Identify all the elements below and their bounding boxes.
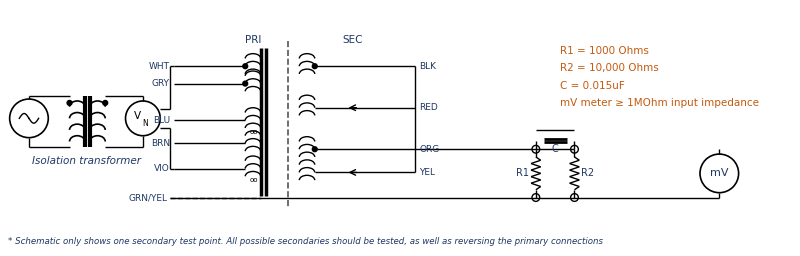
Text: C = 0.015uF: C = 0.015uF — [560, 81, 625, 91]
Text: mV: mV — [710, 168, 729, 178]
Text: N: N — [142, 119, 148, 128]
Text: Isolation transformer: Isolation transformer — [32, 156, 142, 166]
Text: oo: oo — [250, 129, 258, 135]
Text: GRN/YEL: GRN/YEL — [129, 193, 168, 202]
Text: ORG: ORG — [419, 145, 439, 154]
Text: V: V — [134, 111, 142, 121]
Text: C: C — [552, 144, 558, 154]
Text: BRN: BRN — [151, 139, 170, 148]
Text: PRI: PRI — [245, 35, 261, 45]
Text: oo: oo — [250, 177, 258, 183]
Circle shape — [243, 64, 248, 69]
Text: R1: R1 — [516, 168, 529, 178]
Text: * Schematic only shows one secondary test point. All possible secondaries should: * Schematic only shows one secondary tes… — [8, 237, 602, 247]
Text: SEC: SEC — [342, 35, 362, 45]
Circle shape — [103, 101, 108, 105]
Text: WHT: WHT — [149, 62, 170, 71]
Text: R2 = 10,000 Ohms: R2 = 10,000 Ohms — [560, 63, 658, 73]
Text: RED: RED — [419, 103, 438, 112]
Text: R1 = 1000 Ohms: R1 = 1000 Ohms — [560, 46, 649, 56]
Text: mV meter ≥ 1MOhm input impedance: mV meter ≥ 1MOhm input impedance — [560, 98, 759, 108]
Circle shape — [67, 101, 72, 105]
Circle shape — [312, 147, 317, 152]
Text: YEL: YEL — [419, 168, 435, 177]
Text: GRY: GRY — [152, 79, 170, 88]
Text: VIO: VIO — [154, 164, 170, 173]
Text: BLU: BLU — [153, 116, 170, 125]
Text: BLK: BLK — [419, 62, 436, 71]
Circle shape — [312, 64, 317, 69]
Circle shape — [243, 81, 248, 86]
Text: R2: R2 — [582, 168, 594, 178]
